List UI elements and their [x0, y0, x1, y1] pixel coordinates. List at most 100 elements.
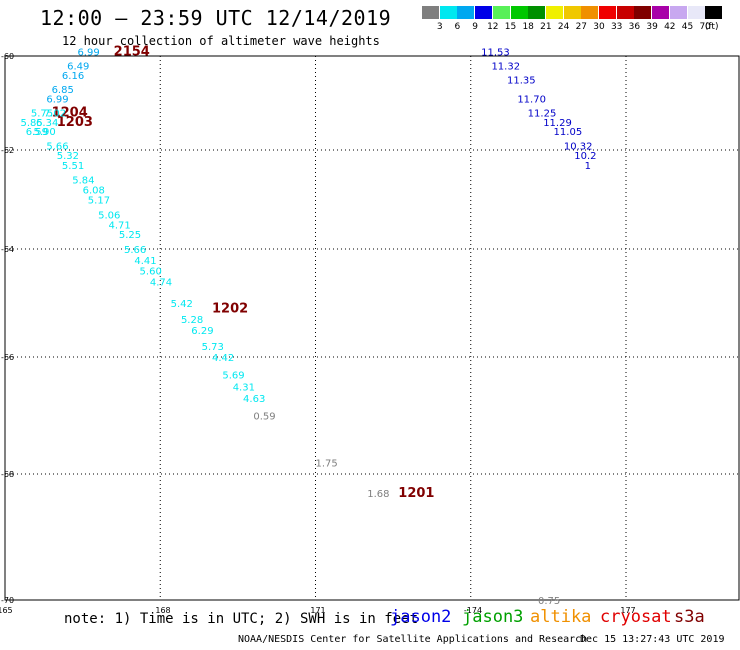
wave-height-label: 6.29 — [191, 326, 213, 337]
longitude-label: 168 — [155, 606, 170, 615]
scale-swatch — [457, 6, 475, 19]
wave-height-label: 11.05 — [554, 127, 583, 138]
page-title: 12:00 – 23:59 UTC 12/14/2019 — [40, 6, 392, 30]
wave-height-label: 4.71 — [109, 220, 131, 231]
wave-height-label: 5.25 — [119, 230, 141, 241]
legend-s3a: s3a — [674, 607, 705, 627]
wave-height-label: 11.25 — [528, 108, 557, 119]
scale-swatch — [705, 6, 723, 19]
latitude-label: -66 — [1, 353, 14, 362]
wave-height-label: 10.2 — [574, 151, 596, 162]
scale-swatch — [563, 6, 581, 19]
scale-swatch — [528, 6, 546, 19]
wave-height-label: 4.41 — [134, 256, 156, 267]
wave-height-label: 4.74 — [150, 277, 172, 288]
scale-label: 33 — [610, 22, 623, 32]
wave-height-label: 6.08 — [83, 186, 105, 197]
scale-label: 9 — [472, 22, 478, 32]
scale-label: 21 — [540, 22, 552, 32]
scale-label: 6 — [454, 22, 461, 32]
wave-height-label: 5.51 — [62, 161, 84, 172]
wave-height-label: 5.73 — [202, 342, 224, 353]
wave-height-label: 6.59 — [26, 127, 48, 138]
wave-height-label: 1.68 — [367, 489, 389, 500]
scale-swatch — [616, 6, 634, 19]
latitude-label: -64 — [1, 245, 14, 254]
scale-label: 24 — [557, 22, 570, 32]
wave-height-label: 5.06 — [98, 210, 120, 221]
wave-height-label: 11.35 — [507, 76, 536, 87]
wave-height-label: 5.69 — [222, 371, 244, 382]
wave-height-label: 0.59 — [253, 412, 275, 423]
latitude-label: -62 — [1, 146, 14, 155]
legend-jason2: jason2 — [390, 607, 452, 627]
scale-swatch — [439, 6, 457, 19]
scale-swatch — [510, 6, 528, 19]
wave-height-label: 5.66 — [124, 245, 146, 256]
scale-label: 3 — [436, 22, 443, 32]
scale-swatch — [545, 6, 563, 19]
wave-height-label: 11.53 — [481, 47, 510, 58]
scale-label: 70 — [699, 22, 711, 32]
wave-height-label: 7.02 — [44, 108, 66, 119]
longitude-label: -174 — [464, 606, 482, 615]
legend-jason3: jason3 — [462, 607, 524, 627]
scale-label: 15 — [504, 22, 517, 32]
footer-timestamp: Dec 15 13:27:43 UTC 2019 — [580, 634, 725, 645]
scale-label: 30 — [593, 22, 605, 32]
map-frame — [4, 55, 740, 601]
wave-height-label: 6.34 — [36, 118, 58, 129]
scale-swatch — [492, 6, 510, 19]
latitude-label: -60 — [1, 52, 14, 61]
scale-swatch — [581, 6, 599, 19]
scale-label: 42 — [664, 22, 676, 32]
wave-height-label: 4.42 — [212, 353, 234, 364]
wave-height-label: 5.84 — [72, 176, 94, 187]
wave-height-label: 2154 — [114, 44, 150, 59]
scale-label: 36 — [628, 22, 641, 32]
scale-label: 27 — [575, 22, 588, 32]
scale-label: 12 — [487, 22, 499, 32]
latitude-label: -68 — [1, 470, 14, 479]
wave-height-label: 5.66 — [46, 141, 68, 152]
wave-height-label: 11.70 — [517, 94, 546, 105]
scale-unit-label: (ft) — [704, 22, 719, 32]
wave-height-label: 1 — [585, 161, 591, 172]
footer-credit: NOAA/NESDIS Center for Satellite Applica… — [238, 634, 588, 645]
wave-height-label: 5.85 — [21, 118, 43, 129]
scale-swatch — [687, 6, 705, 19]
page-subtitle: 12 hour collection of altimeter wave hei… — [62, 34, 380, 48]
wave-height-label: 0.75 — [538, 596, 560, 607]
scale-swatch — [669, 6, 687, 19]
scale-label: 18 — [522, 22, 534, 32]
scale-swatch — [422, 6, 439, 19]
legend-altika: altika — [530, 607, 592, 627]
wave-height-label: 5.75 — [31, 108, 53, 119]
longitude-label: 165 — [0, 606, 13, 615]
scale-swatch — [475, 6, 493, 19]
wave-height-label: 11.32 — [491, 61, 520, 72]
wave-height-label: 4.63 — [243, 394, 265, 405]
wave-height-label: 6.16 — [62, 71, 84, 82]
wave-height-label: 4.31 — [233, 382, 255, 393]
wave-height-label: 5.42 — [171, 299, 193, 310]
wave-height-label: 1201 — [398, 486, 434, 501]
wave-height-label: 6.49 — [67, 61, 89, 72]
wave-height-label: 5.60 — [140, 267, 162, 278]
wave-height-label: 1.75 — [316, 458, 338, 469]
wave-height-label: 1204 — [52, 105, 88, 120]
longitude-label: 171 — [310, 606, 325, 615]
scale-swatch — [652, 6, 670, 19]
wave-height-label: 6.85 — [52, 85, 74, 96]
scale-label: 45 — [681, 22, 694, 32]
wave-height-label: 1202 — [212, 301, 248, 316]
latitude-label: -70 — [1, 596, 14, 605]
wave-height-label: 11.29 — [543, 118, 572, 129]
wave-height-label: 1203 — [57, 115, 93, 130]
wave-height-label: 6.99 — [46, 94, 68, 105]
wave-height-label: 5.90 — [33, 127, 55, 138]
wave-height-label: 5.28 — [181, 315, 203, 326]
wave-height-label: 10.32 — [564, 141, 593, 152]
